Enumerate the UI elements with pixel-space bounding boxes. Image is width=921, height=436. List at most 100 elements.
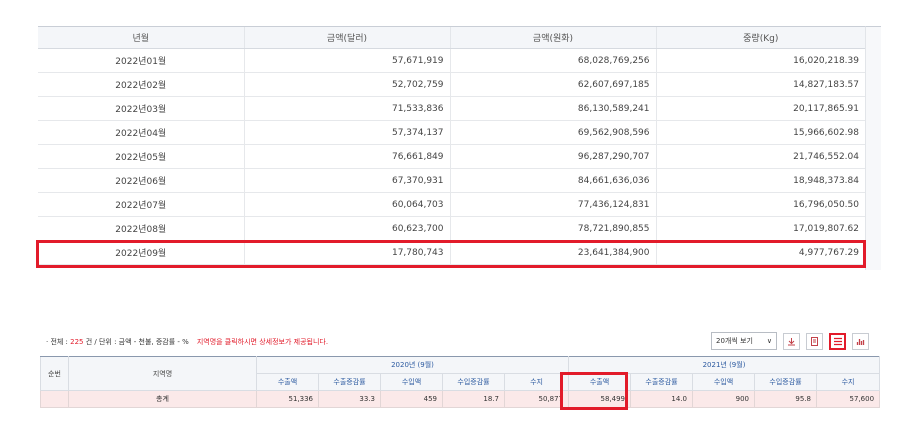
month-cell: 2022년07월 [38,192,244,217]
month-cell: 2022년06월 [38,168,244,193]
weight-cell: 16,020,218.39 [655,48,865,73]
download-button[interactable] [783,332,800,350]
sub-header-balance: 수지 [503,373,570,391]
total-count: 225 [70,338,84,346]
page-size-value: 20개씩 보기 [716,337,753,345]
month-cell: 2022년01월 [38,48,244,73]
info-prefix: · 전체 : [46,338,71,346]
list-view-icon [833,337,842,345]
period-header-2021: 2021년 (9월) [568,356,881,374]
month-cell: 2022년04월 [38,120,244,145]
amount-krw-cell: 23,641,384,900 [449,240,656,265]
chevron-down-icon: ∨ [766,337,772,345]
download-icon [788,337,795,345]
month-cell: 2022년03월 [38,96,244,121]
sub-header-import-change: 수입증감률 [754,373,818,391]
total-2021-import-change: 95.8 [754,390,818,408]
chart-view-icon [856,338,865,345]
amount-krw-cell: 68,028,769,256 [449,48,656,73]
weight-cell: 21,746,552.04 [655,144,865,169]
sub-header-balance: 수지 [816,373,881,391]
total-2020-import-change: 18.7 [442,390,505,408]
total-2020-export: 51,336 [256,390,319,408]
table-row: 2022년08월 60,623,700 78,721,890,855 17,019,8… [38,216,865,241]
weight-cell: 16,796,050.50 [655,192,865,217]
amount-usd-cell: 71,533,836 [243,96,450,121]
table-row: 2022년07월 60,064,703 77,436,124,831 16,796,0… [38,192,865,217]
amount-usd-cell: 60,064,703 [243,192,450,217]
amount-usd-cell: 52,702,759 [243,72,450,97]
region-header-row-2: 수출액 수출증감률 수입액 수입증감률 수지 수출액 수출증감률 수입액 수입증… [41,373,881,391]
region-trade-table: 순번 지역명 2020년 (9월) 2021년 (9월) 수출액 수출증감률 수… [40,356,881,408]
amount-usd-cell: 57,671,919 [243,48,450,73]
amount-krw-cell: 86,130,589,241 [449,96,656,121]
month-cell: 2022년05월 [38,144,244,169]
total-label: 총계 [68,390,257,408]
monthly-trade-table: 년월 금액(달러) 금액(원화) 중량(Kg) 2022년01월 57,671,9… [38,26,865,265]
amount-krw-cell: 69,562,908,596 [449,120,656,145]
month-cell: 2022년02월 [38,72,244,97]
amount-usd-cell: 76,661,849 [243,144,450,169]
weight-cell: 18,948,373.84 [655,168,865,193]
month-cell: 2022년08월 [38,216,244,241]
weight-cell: 20,117,865.91 [655,96,865,121]
table-row: 2022년06월 67,370,931 84,661,636,036 18,948,3… [38,168,865,193]
sub-header-import: 수입액 [380,373,443,391]
weight-cell: 17,019,807.62 [655,216,865,241]
table-row: 2022년01월 57,671,919 68,028,769,256 16,020,2… [38,48,865,73]
amount-usd-cell: 67,370,931 [243,168,450,193]
sub-header-export: 수출액 [256,373,319,391]
total-row: 총계 51,336 33.3 459 18.7 50,877 58,499 14… [40,390,881,408]
total-2021-import: 900 [692,390,756,408]
amount-krw-cell: 96,287,290,707 [449,144,656,169]
region-header-row-1: 순번 지역명 2020년 (9월) 2021년 (9월) [40,356,881,391]
sub-header-export-change: 수출증감률 [630,373,694,391]
period-header-2020: 2020년 (9월) [255,356,570,374]
amount-krw-cell: 77,436,124,831 [449,192,656,217]
col-header-index: 순번 [40,356,69,391]
list-view-button[interactable] [829,332,846,350]
sub-header-import-change: 수입증감률 [442,373,505,391]
col-header-month: 년월 [38,26,244,49]
table-scrollbar[interactable] [865,26,881,270]
weight-cell: 15,966,602.98 [655,120,865,145]
page-size-select[interactable]: 20개씩 보기 ∨ [711,332,777,350]
total-2020-balance: 50,877 [503,390,570,408]
table-row: 2022년05월 76,661,849 96,287,290,707 21,746,5… [38,144,865,169]
table-row: 2022년02월 52,702,759 62,607,697,185 14,827,1… [38,72,865,97]
amount-krw-cell: 62,607,697,185 [449,72,656,97]
table-row: 2022년09월 17,780,743 23,641,384,900 4,977,76… [38,240,865,265]
table-row: 2022년03월 71,533,836 86,130,589,241 20,117,8… [38,96,865,121]
amount-krw-cell: 84,661,636,036 [449,168,656,193]
col-header-region: 지역명 [68,356,257,391]
weight-cell: 14,827,183.57 [655,72,865,97]
table-row: 2022년04월 57,374,137 69,562,908,596 15,966,6… [38,120,865,145]
toolbar: 20개씩 보기 ∨ [711,332,869,350]
excel-icon [811,336,818,346]
col-header-weight: 중량(Kg) [655,26,865,49]
sub-header-export: 수출액 [568,373,632,391]
total-2020-export-change: 33.3 [318,390,381,408]
month-cell: 2022년09월 [38,240,244,265]
weight-cell: 4,977,767.29 [655,240,865,265]
col-header-amount-usd: 금액(달러) [243,26,450,49]
total-2020-import: 459 [380,390,443,408]
amount-usd-cell: 57,374,137 [243,120,450,145]
monthly-trade-table-container: 년월 금액(달러) 금액(원화) 중량(Kg) 2022년01월 57,671,9… [38,26,881,270]
col-header-amount-krw: 금액(원화) [449,26,656,49]
amount-usd-cell: 17,780,743 [243,240,450,265]
unit-text: 건 / 단위 : 금액 - 천불, 증감률 - % [83,338,189,346]
sub-header-export-change: 수출증감률 [318,373,381,391]
table-header-row: 년월 금액(달러) 금액(원화) 중량(Kg) [38,26,865,49]
amount-usd-cell: 60,623,700 [243,216,450,241]
excel-button[interactable] [806,332,823,350]
total-index-cell [40,390,69,408]
sub-header-import: 수입액 [692,373,756,391]
click-notice: 지역명을 클릭하시면 상세정보가 제공됩니다. [196,338,329,346]
region-table-container: 순번 지역명 2020년 (9월) 2021년 (9월) 수출액 수출증감률 수… [40,356,881,408]
total-2021-export-change: 14.0 [630,390,694,408]
total-2021-export: 58,499 [568,390,632,408]
chart-view-button[interactable] [852,332,869,350]
total-2021-balance: 57,600 [816,390,881,408]
info-bar: · 전체 : 225 건 / 단위 : 금액 - 천불, 증감률 - % 지역명을… [46,337,328,347]
